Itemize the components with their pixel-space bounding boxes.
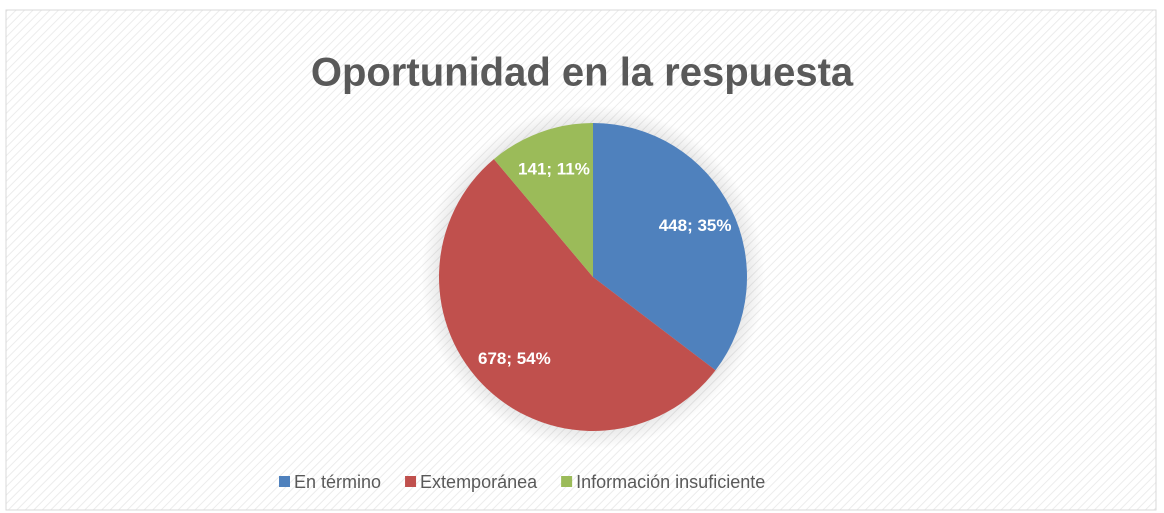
legend-swatch — [279, 476, 290, 487]
legend-swatch — [561, 476, 573, 487]
data-label: 448; 35% — [659, 216, 732, 235]
data-label: 141; 11% — [518, 159, 590, 178]
chart-title: Oportunidad en la respuesta — [311, 51, 854, 95]
data-label: 678; 54% — [478, 349, 551, 368]
pie-slice — [493, 123, 593, 277]
legend-swatch — [405, 476, 417, 487]
legend-label: Extemporánea — [420, 472, 538, 492]
pie-slice — [593, 123, 747, 371]
legend-label: En término — [294, 472, 381, 492]
legend-label: Información insuficiente — [576, 472, 765, 492]
pie-slice — [438, 159, 716, 432]
